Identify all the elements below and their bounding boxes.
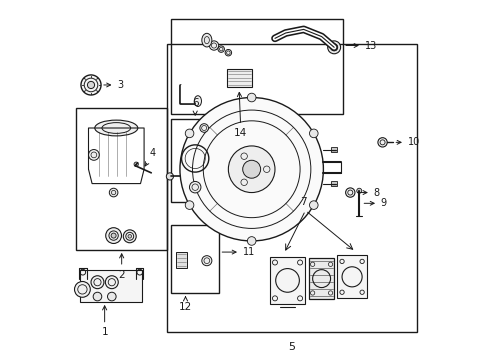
Circle shape	[91, 276, 104, 289]
Circle shape	[218, 46, 224, 52]
Circle shape	[128, 234, 131, 238]
Text: 14: 14	[234, 93, 247, 138]
Text: 12: 12	[179, 297, 192, 312]
Circle shape	[185, 201, 193, 210]
Circle shape	[134, 162, 138, 166]
Circle shape	[345, 188, 354, 197]
Bar	[330, 147, 336, 152]
Circle shape	[105, 228, 121, 243]
Text: 4: 4	[145, 148, 156, 166]
Circle shape	[81, 75, 101, 95]
Circle shape	[247, 237, 255, 245]
Text: 7: 7	[300, 197, 306, 207]
Bar	[76, 108, 167, 250]
Circle shape	[242, 160, 260, 178]
Text: 10: 10	[395, 138, 419, 147]
Circle shape	[189, 181, 201, 193]
Bar	[171, 225, 219, 293]
Circle shape	[377, 138, 386, 147]
Text: 6: 6	[191, 98, 198, 115]
Ellipse shape	[202, 33, 211, 47]
Text: 13: 13	[345, 41, 376, 50]
Circle shape	[166, 173, 173, 180]
Text: 2: 2	[118, 254, 125, 280]
Bar	[167, 44, 416, 332]
Circle shape	[247, 93, 255, 102]
Circle shape	[309, 201, 317, 210]
Circle shape	[200, 124, 208, 132]
Circle shape	[228, 146, 274, 193]
Circle shape	[224, 49, 231, 56]
Text: 9: 9	[364, 198, 386, 208]
Bar	[269, 257, 305, 304]
Text: 1: 1	[101, 306, 108, 337]
Circle shape	[123, 230, 136, 243]
Text: 8: 8	[357, 188, 379, 198]
Circle shape	[111, 233, 116, 238]
Bar	[80, 270, 142, 302]
Circle shape	[88, 149, 99, 160]
Text: 5: 5	[288, 342, 295, 352]
Ellipse shape	[95, 120, 138, 136]
Circle shape	[74, 282, 90, 297]
Circle shape	[107, 292, 116, 301]
Circle shape	[109, 188, 118, 197]
Circle shape	[87, 81, 94, 89]
Ellipse shape	[194, 96, 201, 107]
Bar	[171, 119, 219, 202]
Bar	[176, 252, 187, 268]
Bar	[171, 19, 343, 114]
Circle shape	[185, 129, 193, 138]
Bar	[308, 258, 333, 299]
Circle shape	[180, 98, 323, 241]
Circle shape	[202, 256, 211, 266]
Circle shape	[209, 41, 218, 50]
Bar	[226, 69, 251, 87]
Circle shape	[105, 276, 118, 289]
Circle shape	[309, 129, 317, 138]
Bar	[330, 181, 336, 186]
Bar	[336, 255, 366, 298]
Circle shape	[93, 292, 102, 301]
Circle shape	[327, 41, 340, 54]
Text: 11: 11	[222, 247, 254, 257]
Text: 3: 3	[103, 80, 123, 90]
Circle shape	[356, 188, 361, 193]
